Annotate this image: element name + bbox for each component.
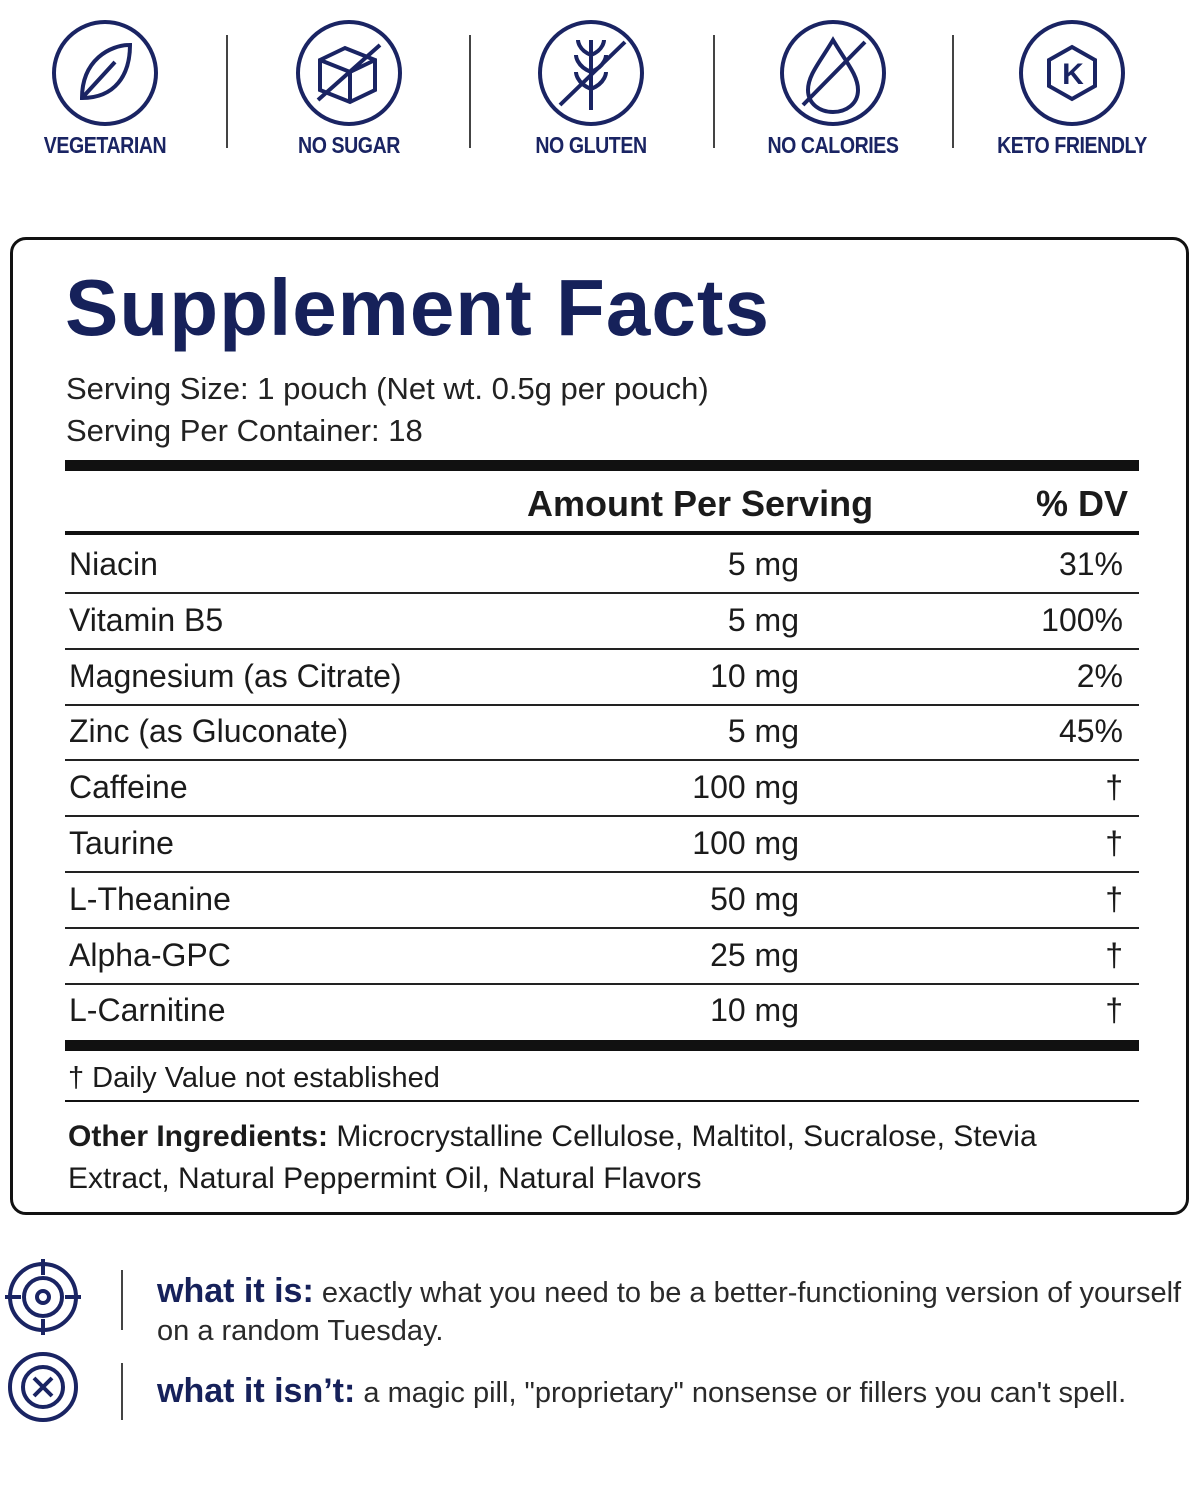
amount: 5 mg <box>727 601 799 638</box>
amount: 5 mg <box>727 546 799 582</box>
nutrient-name: Magnesium (as Citrate) <box>69 657 402 694</box>
facts-row: L-Theanine 50 mg † <box>65 873 1139 929</box>
facts-row: Caffeine 100 mg † <box>65 761 1139 818</box>
row-rule <box>65 647 1139 650</box>
statement-label: what it isn’t: <box>157 1372 356 1410</box>
daily-value: † <box>1105 992 1123 1029</box>
footnote: † Daily Value not established <box>68 1062 440 1094</box>
statement: what it isn’t: a magic pill, "proprietar… <box>157 1372 1197 1412</box>
supplement-facts-panel: Supplement Facts Serving Size: 1 pouch (… <box>10 237 1189 1215</box>
nutrient-name: L-Theanine <box>69 880 231 917</box>
statement-text: a magic pill, "proprietary" nonsense or … <box>363 1377 1127 1409</box>
amount: 10 mg <box>710 657 799 694</box>
badge-label: NO CALORIES <box>767 132 899 158</box>
nutrient-name: Zinc (as Gluconate) <box>69 713 349 750</box>
facts-row: L-Carnitine 10 mg † <box>65 984 1139 1040</box>
daily-value: 100% <box>1041 601 1123 638</box>
row-rule <box>65 926 1139 929</box>
header-rule <box>65 531 1139 535</box>
statement-label: what it is: <box>157 1272 314 1310</box>
amount: 50 mg <box>710 880 799 917</box>
thick-rule <box>65 1040 1139 1051</box>
daily-value: 45% <box>1058 713 1123 750</box>
facts-title: Supplement Facts <box>65 263 771 352</box>
badge-icons: K <box>52 20 1125 126</box>
amount: 100 mg <box>692 825 799 861</box>
facts-row: Magnesium (as Citrate) 10 mg 2% <box>65 650 1139 706</box>
daily-value: † <box>1105 769 1123 806</box>
other-ingredients: Other Ingredients: Microcrystalline Cell… <box>68 1116 1068 1200</box>
row-rule <box>65 592 1139 594</box>
amount: 5 mg <box>727 713 799 750</box>
row-rule <box>65 982 1139 985</box>
thin-rule <box>65 1100 1139 1102</box>
statement-icons <box>5 1259 123 1422</box>
divider <box>469 35 471 148</box>
dv-header: % DV <box>1035 483 1128 524</box>
statement: what it is: exactly what you need to be … <box>157 1272 1197 1350</box>
divider <box>226 35 228 148</box>
nutrient-name: Niacin <box>69 546 158 582</box>
other-ingredients-text: Microcrystalline Cellulose, Maltitol, Su… <box>68 1120 1037 1195</box>
servings-per-container: Serving Per Container: 18 <box>66 413 423 448</box>
nutrient-name: Alpha-GPC <box>69 936 231 973</box>
daily-value: 2% <box>1076 657 1123 694</box>
facts-row: Taurine 100 mg † <box>65 817 1139 873</box>
daily-value: † <box>1105 936 1123 973</box>
facts-row: Alpha-GPC 25 mg † <box>65 929 1139 985</box>
nutrient-name: Caffeine <box>69 769 188 806</box>
thick-rule <box>65 460 1139 471</box>
keto-icon-letter: K <box>1062 58 1084 91</box>
divider <box>952 35 954 148</box>
facts-row: Niacin 5 mg 31% <box>65 538 1139 594</box>
divider <box>713 35 715 148</box>
nutrient-name: Taurine <box>69 825 174 861</box>
facts-row: Zinc (as Gluconate) 5 mg 45% <box>65 705 1139 762</box>
daily-value: 31% <box>1058 546 1123 582</box>
amount: 25 mg <box>710 936 799 973</box>
badge-label: VEGETARIAN <box>43 132 167 158</box>
row-rule <box>65 759 1139 762</box>
amount: 100 mg <box>692 769 799 806</box>
amount-header: Amount Per Serving <box>527 483 874 524</box>
row-rule <box>65 703 1139 706</box>
amount: 10 mg <box>710 992 799 1029</box>
badge-label: NO SUGAR <box>298 132 400 158</box>
other-ingredients-label: Other Ingredients: <box>68 1120 329 1153</box>
badge-label: KETO FRIENDLY <box>997 132 1147 158</box>
daily-value: † <box>1105 880 1123 917</box>
serving-size: Serving Size: 1 pouch (Net wt. 0.5g per … <box>66 371 709 406</box>
daily-value: † <box>1105 825 1123 861</box>
statement-text: exactly what you need to be a better-fun… <box>157 1277 1182 1347</box>
nutrient-name: Vitamin B5 <box>69 601 224 638</box>
row-rule <box>65 815 1139 818</box>
row-rule <box>65 871 1139 873</box>
nutrient-name: L-Carnitine <box>69 992 226 1029</box>
facts-row: Vitamin B5 5 mg 100% <box>65 594 1139 650</box>
badge-label: NO GLUTEN <box>535 132 647 158</box>
